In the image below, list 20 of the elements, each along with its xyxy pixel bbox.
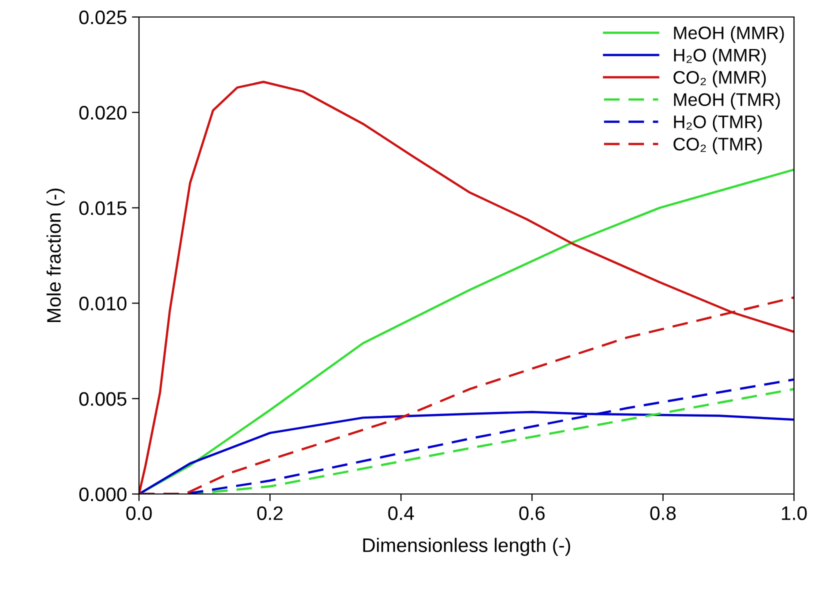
- y-axis-title: Mole fraction (-): [46, 188, 65, 322]
- x-tick-label: 0.0: [126, 506, 152, 520]
- x-tick-label: 1.0: [782, 506, 807, 520]
- legend-label: H₂O (TMR): [674, 115, 762, 132]
- x-tick-label: 0.8: [650, 506, 676, 520]
- legend-label: MeOH (MMR): [674, 26, 784, 43]
- x-tick-label: 0.2: [257, 506, 283, 520]
- y-tick-label: 0.015: [79, 201, 126, 216]
- y-tick-label: 0.000: [79, 487, 126, 502]
- legend-label: H₂O (MMR): [674, 48, 766, 66]
- y-tick-label: 0.020: [79, 106, 126, 120]
- legend-label: CO₂ (TMR): [674, 137, 762, 154]
- legend-label: MeOH (TMR): [674, 92, 780, 110]
- y-tick-label: 0.010: [79, 296, 126, 310]
- x-tick-label: 0.4: [388, 506, 414, 520]
- x-axis-title: Dimensionless length (-): [363, 538, 570, 556]
- y-tick-label: 0.025: [79, 10, 126, 24]
- x-tick-label: 0.6: [519, 506, 545, 520]
- y-tick-label: 0.005: [79, 392, 126, 406]
- legend-label: CO₂ (MMR): [674, 70, 766, 88]
